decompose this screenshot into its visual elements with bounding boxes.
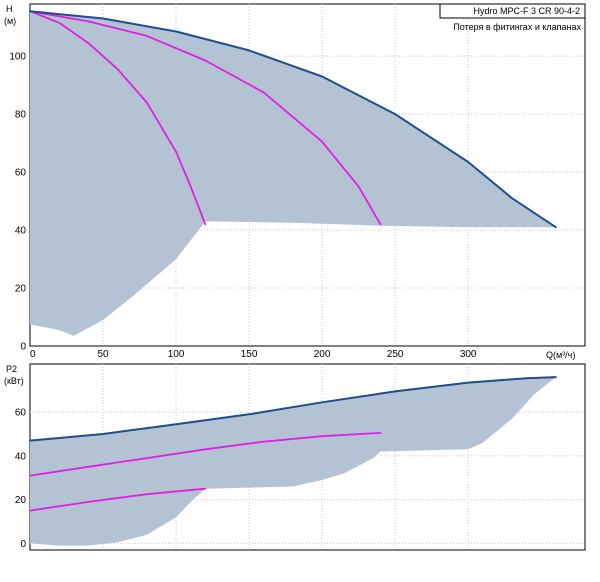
operating-area [30,377,556,546]
pump-curve-2 [29,10,382,226]
head-y-label-unit: (м) [4,16,16,26]
chart-title: Hydro MPC-F 3 CR 90-4-2 [473,6,580,16]
y-tick-label: 20 [15,495,27,506]
head-chart-operating-area [30,11,556,336]
x-tick-label: 200 [314,349,331,360]
pump-curve-1 [29,432,382,477]
x-tick-label: 250 [387,349,404,360]
chart-subtitle: Потеря в фитингах и клапанах [453,22,581,32]
envelope-curve [29,10,557,229]
head-x-label: Q(м³/ч) [546,350,575,360]
envelope-curve [29,376,557,442]
head-chart-y-ticks: 0 20 40 60 80 100 [9,52,26,353]
pump-curve-1 [29,10,207,226]
pump-curve-2 [29,487,207,512]
x-tick-label: 50 [97,349,109,360]
y-tick-label: 20 [15,284,27,295]
power-chart-series [29,376,557,512]
power-y-label-unit: (кВт) [4,376,24,386]
y-tick-label: 40 [15,226,27,237]
x-tick-label: 300 [460,349,477,360]
y-tick-label: 0 [20,539,26,550]
head-y-label-symbol: H [6,4,13,14]
power-chart: 0 20 40 60 P2 (кВт) [4,363,586,551]
x-tick-label: 0 [30,349,36,360]
y-tick-label: 100 [9,52,26,63]
head-chart: 0 20 40 60 80 100 0 50 100 150 200 250 300 H (м) Q(… [4,3,586,360]
head-chart-series [29,10,557,229]
y-tick-label: 40 [15,451,27,462]
head-chart-x-ticks: 0 50 100 150 200 250 300 [30,349,477,360]
title-box [439,3,586,19]
power-chart-y-ticks: 0 20 40 60 [15,408,27,550]
power-y-label-symbol: P2 [6,364,17,374]
x-tick-label: 100 [168,349,185,360]
y-tick-label: 60 [15,408,27,419]
power-chart-operating-area [30,377,556,546]
operating-area [30,11,556,336]
y-tick-label: 80 [15,110,27,121]
y-tick-label: 60 [15,168,27,179]
x-tick-label: 150 [241,349,258,360]
y-tick-label: 0 [20,342,26,353]
